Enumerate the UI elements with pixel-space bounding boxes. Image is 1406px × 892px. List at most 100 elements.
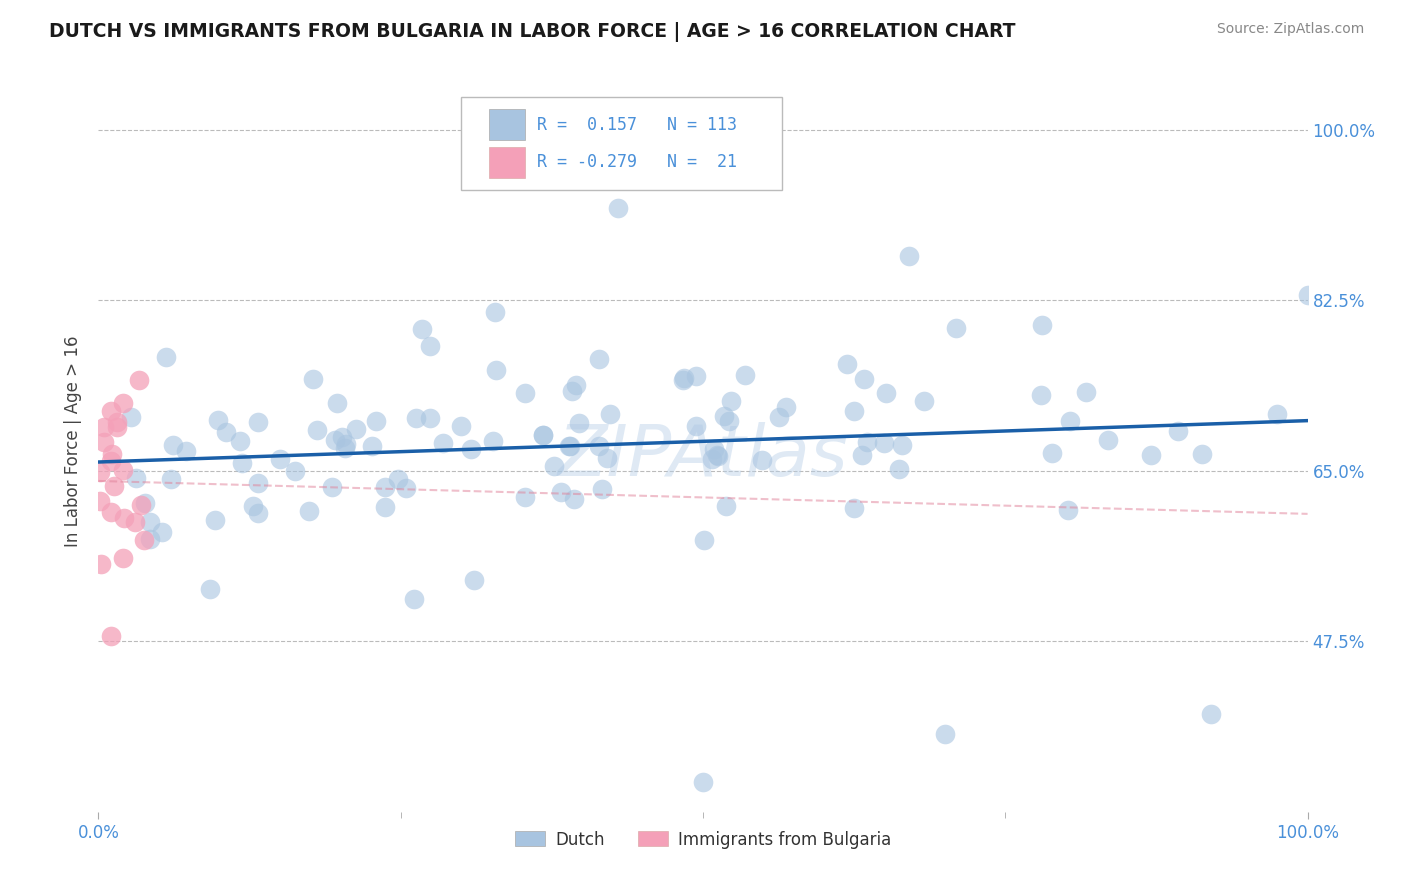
Point xyxy=(531,428,554,442)
Point xyxy=(112,511,135,525)
Point xyxy=(325,396,347,410)
Point xyxy=(134,496,156,510)
Point xyxy=(897,250,920,264)
Point xyxy=(716,499,738,513)
Point xyxy=(1074,384,1097,399)
Point xyxy=(945,321,967,335)
Point xyxy=(335,436,357,450)
Point xyxy=(1029,388,1052,402)
Text: R = -0.279   N =  21: R = -0.279 N = 21 xyxy=(537,153,737,171)
Point xyxy=(100,506,122,520)
Point xyxy=(298,504,321,518)
Point xyxy=(129,499,152,513)
Point xyxy=(588,351,610,366)
Point xyxy=(374,480,396,494)
Point xyxy=(543,459,565,474)
Point xyxy=(842,404,865,418)
Point xyxy=(89,465,111,479)
Point xyxy=(607,201,630,215)
Point xyxy=(460,442,482,456)
Point xyxy=(89,493,111,508)
Point xyxy=(246,475,269,490)
Point xyxy=(513,385,536,400)
Point xyxy=(702,451,724,466)
Point xyxy=(125,470,148,484)
Point xyxy=(100,454,122,468)
Point xyxy=(330,430,353,444)
Text: R =  0.157   N = 113: R = 0.157 N = 113 xyxy=(537,116,737,134)
Point xyxy=(231,456,253,470)
Point xyxy=(207,413,229,427)
Point xyxy=(562,491,585,506)
Point xyxy=(100,629,122,643)
Point xyxy=(718,414,741,428)
Point xyxy=(558,439,581,453)
Point xyxy=(853,372,876,386)
Point xyxy=(463,573,485,587)
Point xyxy=(558,439,581,453)
Point xyxy=(305,423,328,437)
Point xyxy=(105,420,128,434)
Point xyxy=(693,533,716,548)
Point xyxy=(111,395,134,409)
Point xyxy=(734,368,756,383)
Point xyxy=(432,436,454,450)
Point xyxy=(323,434,346,448)
Point xyxy=(134,533,156,548)
Point xyxy=(485,363,508,377)
Point xyxy=(720,394,742,409)
Point xyxy=(160,472,183,486)
Y-axis label: In Labor Force | Age > 16: In Labor Force | Age > 16 xyxy=(65,335,83,548)
Point xyxy=(229,434,252,448)
Point xyxy=(1167,424,1189,438)
Point xyxy=(751,453,773,467)
Point xyxy=(561,384,583,399)
Point xyxy=(912,393,935,408)
Point xyxy=(591,482,613,496)
Point xyxy=(567,417,589,431)
Point xyxy=(891,438,914,452)
Point xyxy=(404,591,426,606)
Point xyxy=(90,557,112,571)
Point xyxy=(685,368,707,383)
Point xyxy=(335,441,357,455)
Point xyxy=(1139,448,1161,462)
Point xyxy=(411,322,433,336)
Point xyxy=(200,582,222,596)
Point xyxy=(1031,318,1053,332)
Point xyxy=(482,434,505,448)
Point xyxy=(321,480,343,494)
Point xyxy=(269,452,291,467)
Point xyxy=(1191,447,1213,461)
Point xyxy=(484,305,506,319)
Point xyxy=(150,524,173,539)
Point xyxy=(713,409,735,423)
Point xyxy=(672,373,695,387)
Point xyxy=(531,427,554,442)
Point xyxy=(887,462,910,476)
Point xyxy=(672,371,695,385)
Point xyxy=(105,415,128,429)
FancyBboxPatch shape xyxy=(461,97,782,190)
Point xyxy=(1296,288,1319,302)
Point xyxy=(419,411,441,425)
Point xyxy=(128,373,150,387)
Point xyxy=(873,436,896,450)
Point xyxy=(204,513,226,527)
Point xyxy=(360,439,382,453)
Point xyxy=(93,434,115,449)
Point xyxy=(405,410,427,425)
Point xyxy=(395,481,418,495)
Point xyxy=(246,415,269,429)
Point xyxy=(124,515,146,529)
Point xyxy=(374,500,396,514)
Point xyxy=(120,409,142,424)
Point xyxy=(851,448,873,462)
Point xyxy=(856,435,879,450)
Point xyxy=(101,447,124,461)
Point xyxy=(111,463,134,477)
Point xyxy=(1199,707,1222,722)
Point xyxy=(513,491,536,505)
Point xyxy=(419,339,441,353)
Text: Source: ZipAtlas.com: Source: ZipAtlas.com xyxy=(1216,22,1364,37)
